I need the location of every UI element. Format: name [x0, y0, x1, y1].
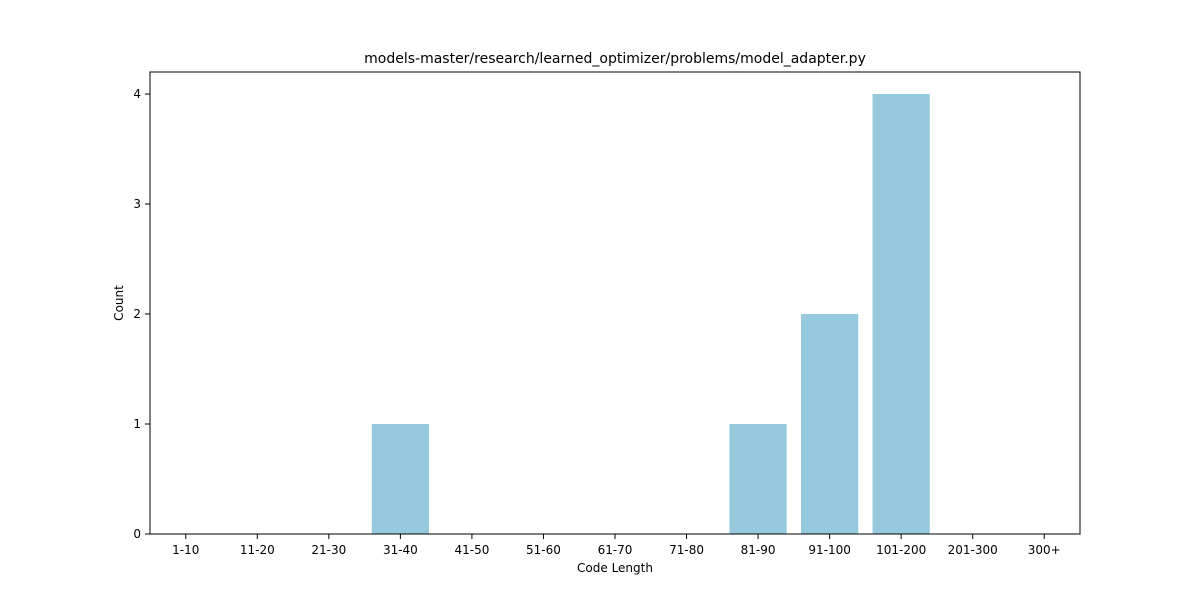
bar-91-100 [801, 314, 859, 534]
y-tick-label: 4 [133, 87, 141, 101]
x-axis: 1-10 11-20 21-30 31-40 41-50 51-60 61-70 71-80 8… [172, 534, 1061, 557]
bar-31-40 [371, 424, 429, 534]
y-axis-label: Count [112, 285, 126, 321]
x-tick-label: 1-10 [172, 543, 199, 557]
x-axis-label: Code Length [577, 561, 653, 575]
bars-layer [371, 94, 930, 534]
bar-81-90 [729, 424, 787, 534]
x-tick-label: 71-80 [669, 543, 704, 557]
y-tick-label: 1 [133, 417, 141, 431]
x-tick-label: 41-50 [454, 543, 489, 557]
y-tick-label: 2 [133, 307, 141, 321]
x-tick-label: 91-100 [808, 543, 851, 557]
y-tick-label: 3 [133, 197, 141, 211]
y-axis: 0 1 2 3 4 [133, 87, 150, 541]
x-tick-label: 31-40 [383, 543, 418, 557]
y-tick-label: 0 [133, 527, 141, 541]
bar-101-200 [872, 94, 930, 534]
x-tick-label: 61-70 [598, 543, 633, 557]
x-tick-label: 21-30 [311, 543, 346, 557]
plot-frame [149, 71, 1081, 535]
chart-title: models-master/research/learned_optimizer… [364, 51, 866, 67]
x-tick-label: 101-200 [876, 543, 926, 557]
x-tick-label: 81-90 [741, 543, 776, 557]
x-tick-label: 300+ [1028, 543, 1061, 557]
x-tick-label: 201-300 [948, 543, 998, 557]
x-tick-label: 11-20 [240, 543, 275, 557]
x-tick-label: 51-60 [526, 543, 561, 557]
